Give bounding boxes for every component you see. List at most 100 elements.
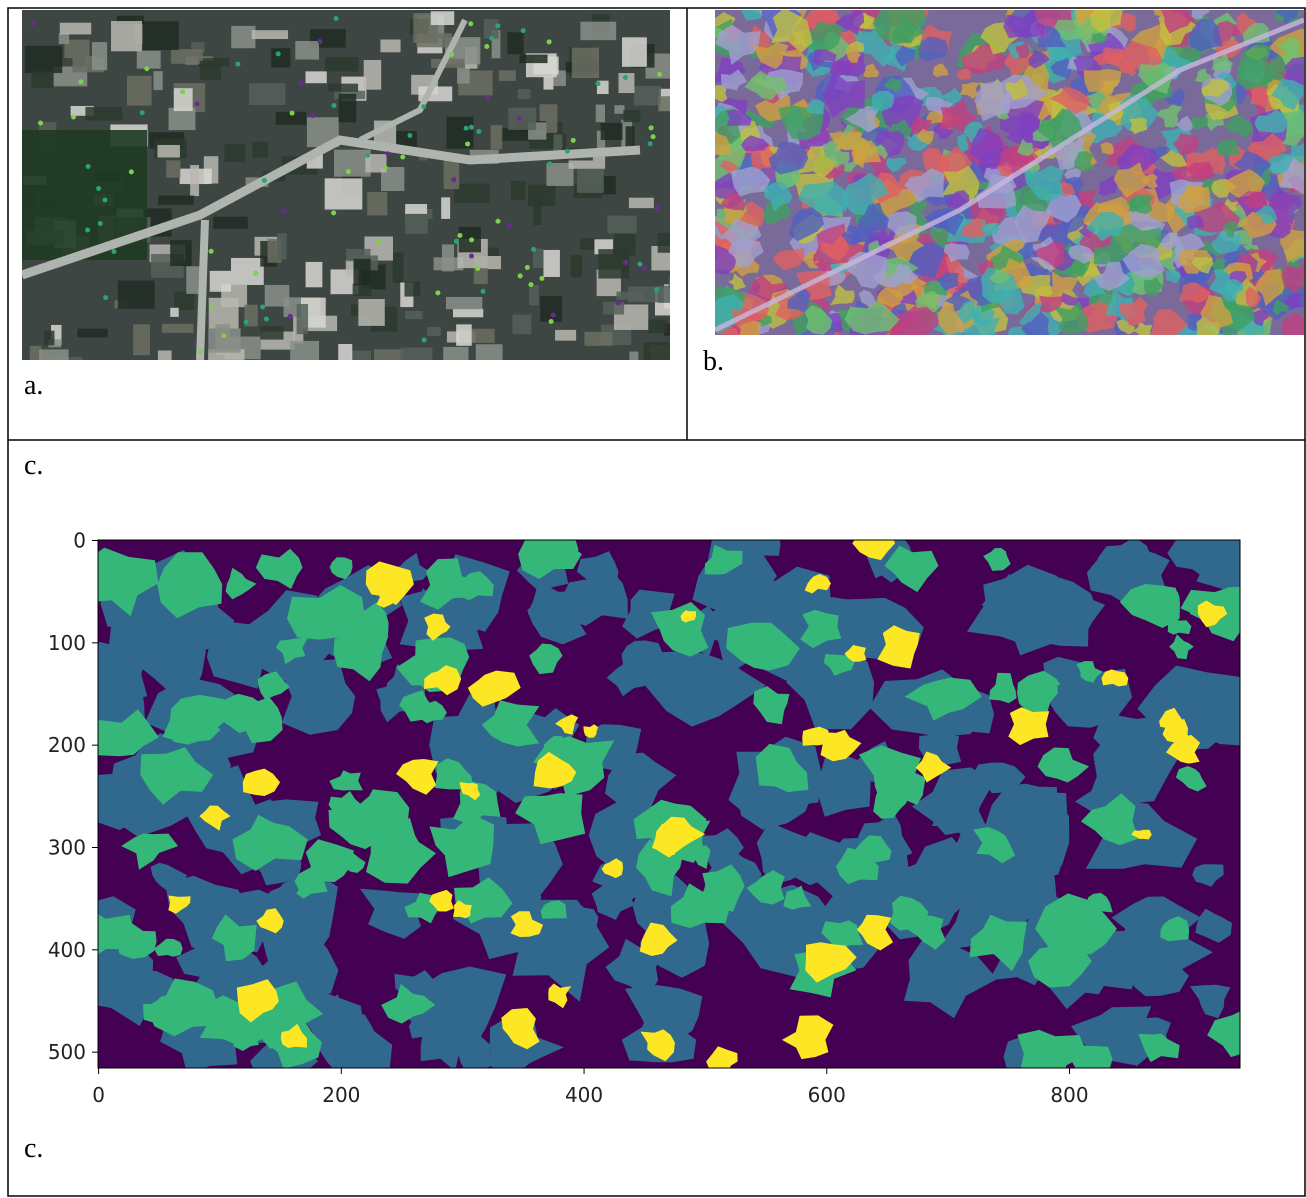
sample-point — [637, 262, 642, 267]
building — [137, 51, 161, 69]
building — [231, 258, 264, 285]
segmentation-image — [693, 0, 1306, 352]
sample-point — [180, 89, 185, 94]
building — [614, 232, 635, 256]
sample-point — [195, 101, 200, 106]
sample-point — [451, 177, 456, 182]
sample-point — [616, 300, 621, 305]
building — [210, 271, 231, 292]
sample-point — [346, 169, 351, 174]
building — [249, 83, 285, 105]
building — [607, 216, 636, 234]
sample-point — [642, 265, 647, 270]
sample-point — [400, 155, 405, 160]
y-tick-label: 400 — [48, 938, 86, 962]
sample-point — [129, 169, 134, 174]
x-tick-label: 0 — [92, 1083, 105, 1107]
building — [353, 259, 370, 285]
sample-point — [531, 247, 536, 252]
building — [499, 70, 516, 81]
sample-point — [331, 103, 336, 108]
building — [658, 233, 680, 253]
building — [580, 22, 616, 40]
building — [577, 169, 604, 193]
panel-label: c. — [24, 1133, 43, 1164]
building — [664, 323, 697, 335]
sample-point — [78, 79, 83, 84]
building — [616, 292, 643, 300]
building — [623, 110, 640, 122]
building — [271, 48, 290, 67]
building — [643, 342, 673, 363]
sample-point — [209, 249, 214, 254]
sample-point — [549, 319, 554, 324]
sample-point — [469, 253, 474, 258]
sample-point — [469, 237, 474, 242]
building — [346, 260, 354, 275]
building — [528, 185, 555, 207]
sample-point — [331, 210, 336, 215]
building — [118, 281, 155, 309]
building — [31, 71, 53, 87]
sample-point — [571, 138, 576, 143]
building — [596, 105, 605, 123]
building — [393, 253, 404, 283]
panel-label: b. — [703, 346, 724, 377]
building — [50, 357, 82, 384]
sample-point — [253, 271, 258, 276]
building — [260, 326, 283, 339]
sample-point — [481, 289, 486, 294]
building — [265, 285, 290, 307]
building — [629, 198, 654, 208]
building — [133, 324, 150, 355]
sample-point — [262, 178, 267, 183]
sample-point — [299, 80, 304, 85]
building — [170, 240, 192, 266]
panel-label: c. — [24, 450, 43, 481]
sample-point — [475, 266, 480, 271]
building — [405, 218, 428, 234]
building — [290, 341, 319, 367]
building — [174, 292, 194, 310]
building — [295, 41, 319, 60]
sample-point — [489, 36, 494, 41]
y-tick-label: 100 — [48, 631, 86, 655]
building — [334, 150, 371, 177]
building — [454, 184, 489, 203]
sample-point — [547, 161, 552, 166]
x-tick-label: 400 — [565, 1083, 603, 1107]
sample-point — [495, 219, 500, 224]
sample-point — [435, 290, 440, 295]
sample-point — [290, 111, 295, 116]
sample-point — [235, 62, 240, 67]
building — [431, 11, 454, 25]
building — [405, 311, 422, 319]
building — [603, 302, 624, 315]
building — [404, 282, 420, 297]
building — [443, 347, 468, 364]
building — [669, 277, 686, 289]
building — [190, 165, 199, 196]
sample-point — [140, 110, 145, 115]
sample-point — [565, 149, 570, 154]
sample-point — [96, 186, 101, 191]
x-tick-label: 600 — [808, 1083, 846, 1107]
building — [648, 319, 667, 333]
building — [92, 42, 107, 70]
sample-point — [518, 273, 523, 278]
building — [491, 125, 503, 149]
sample-point — [651, 134, 656, 139]
y-tick-label: 0 — [73, 529, 86, 553]
sample-point — [71, 114, 76, 119]
building — [213, 217, 248, 229]
building — [374, 349, 403, 369]
sample-point — [654, 205, 659, 210]
figure: a. b. c. c. 0200400600800010020030040050… — [0, 0, 1306, 1198]
sample-point — [422, 338, 427, 343]
sample-point — [654, 287, 659, 292]
sample-point — [539, 276, 544, 281]
x-tick-label: 800 — [1050, 1083, 1088, 1107]
sample-point — [457, 233, 462, 238]
sample-point — [383, 165, 388, 170]
building — [339, 94, 357, 123]
